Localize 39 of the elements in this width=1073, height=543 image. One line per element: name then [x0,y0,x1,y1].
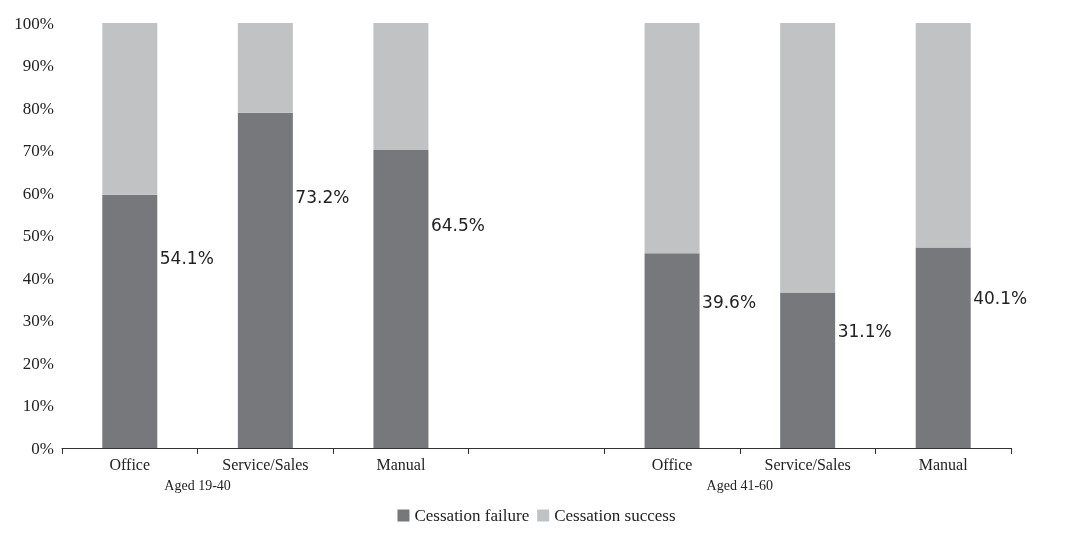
y-tick-label: 50% [22,226,54,245]
bar [780,292,836,448]
x-tick-label: Service/Sales [764,455,851,473]
legend-label: Cessation failure [414,506,530,525]
annotation: 73.2% [295,186,350,207]
y-tick-label: 10% [22,396,54,415]
annotation: 64.5% [430,214,485,235]
y-tick-label: 80% [22,98,54,118]
y-tick-label: 30% [22,311,54,330]
x-tick-label: Manual [376,455,426,473]
text: Aged 41-60 [706,477,774,493]
annotation: 54.1% [159,248,214,269]
y-tick-label: 60% [22,183,54,203]
x-tick-label: Service/Sales [222,455,309,473]
annotation: 40.1% [973,287,1028,308]
bar [915,23,971,248]
bar [102,23,158,195]
y-tick-label: 70% [22,141,54,160]
annotation: 31.1% [837,321,892,342]
annotation: 39.6% [702,292,757,313]
bar [780,23,836,293]
y-tick-label: 40% [22,268,54,288]
y-tick-label: 0% [31,438,54,458]
bar [102,194,158,448]
x-tick-label: Office [651,455,693,473]
bar [915,247,971,448]
x-tick-label: Manual [918,455,969,473]
bar [644,253,700,448]
bar [237,112,293,448]
bar [644,23,700,254]
text: Aged 19-40 [164,477,231,493]
bar [237,23,293,113]
y-tick-label: 90% [22,56,54,75]
bar [373,23,429,151]
legend-label: Cessation success [554,506,676,525]
y-tick-label: 100% [14,13,54,33]
x-tick-label: Office [109,455,151,473]
y-tick-label: 20% [22,353,54,373]
bar [373,150,429,448]
